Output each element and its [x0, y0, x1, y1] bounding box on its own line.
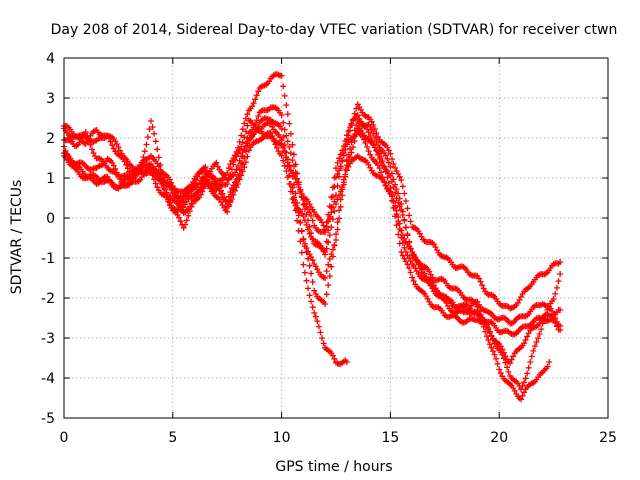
x-tick-label: 10	[273, 430, 291, 446]
x-tick-label: 20	[490, 430, 508, 446]
y-tick-label: -4	[41, 371, 55, 387]
chart-title: Day 208 of 2014, Sidereal Day-to-day VTE…	[51, 22, 618, 38]
y-tick-label: 3	[46, 91, 55, 107]
y-tick-label: 2	[46, 131, 55, 147]
plot-frame	[63, 57, 609, 419]
data-series	[61, 71, 564, 403]
x-tick-label: 15	[381, 430, 399, 446]
x-tick-label: 0	[60, 430, 69, 446]
series-markers	[289, 184, 350, 367]
y-tick-label: -2	[41, 291, 55, 307]
y-tick-label: -3	[41, 331, 55, 347]
y-axis-label: SDTVAR / TECUs	[9, 180, 25, 295]
x-tick-label: 25	[599, 430, 617, 446]
y-tick-label: 4	[46, 51, 55, 67]
x-axis-label: GPS time / hours	[275, 459, 392, 475]
x-tick-label: 5	[168, 430, 177, 446]
y-tick-label: 0	[46, 211, 55, 227]
y-tick-label: -5	[41, 411, 55, 427]
series-day-7	[289, 184, 350, 367]
y-tick-label: -1	[41, 251, 55, 267]
y-tick-label: 1	[46, 171, 55, 187]
